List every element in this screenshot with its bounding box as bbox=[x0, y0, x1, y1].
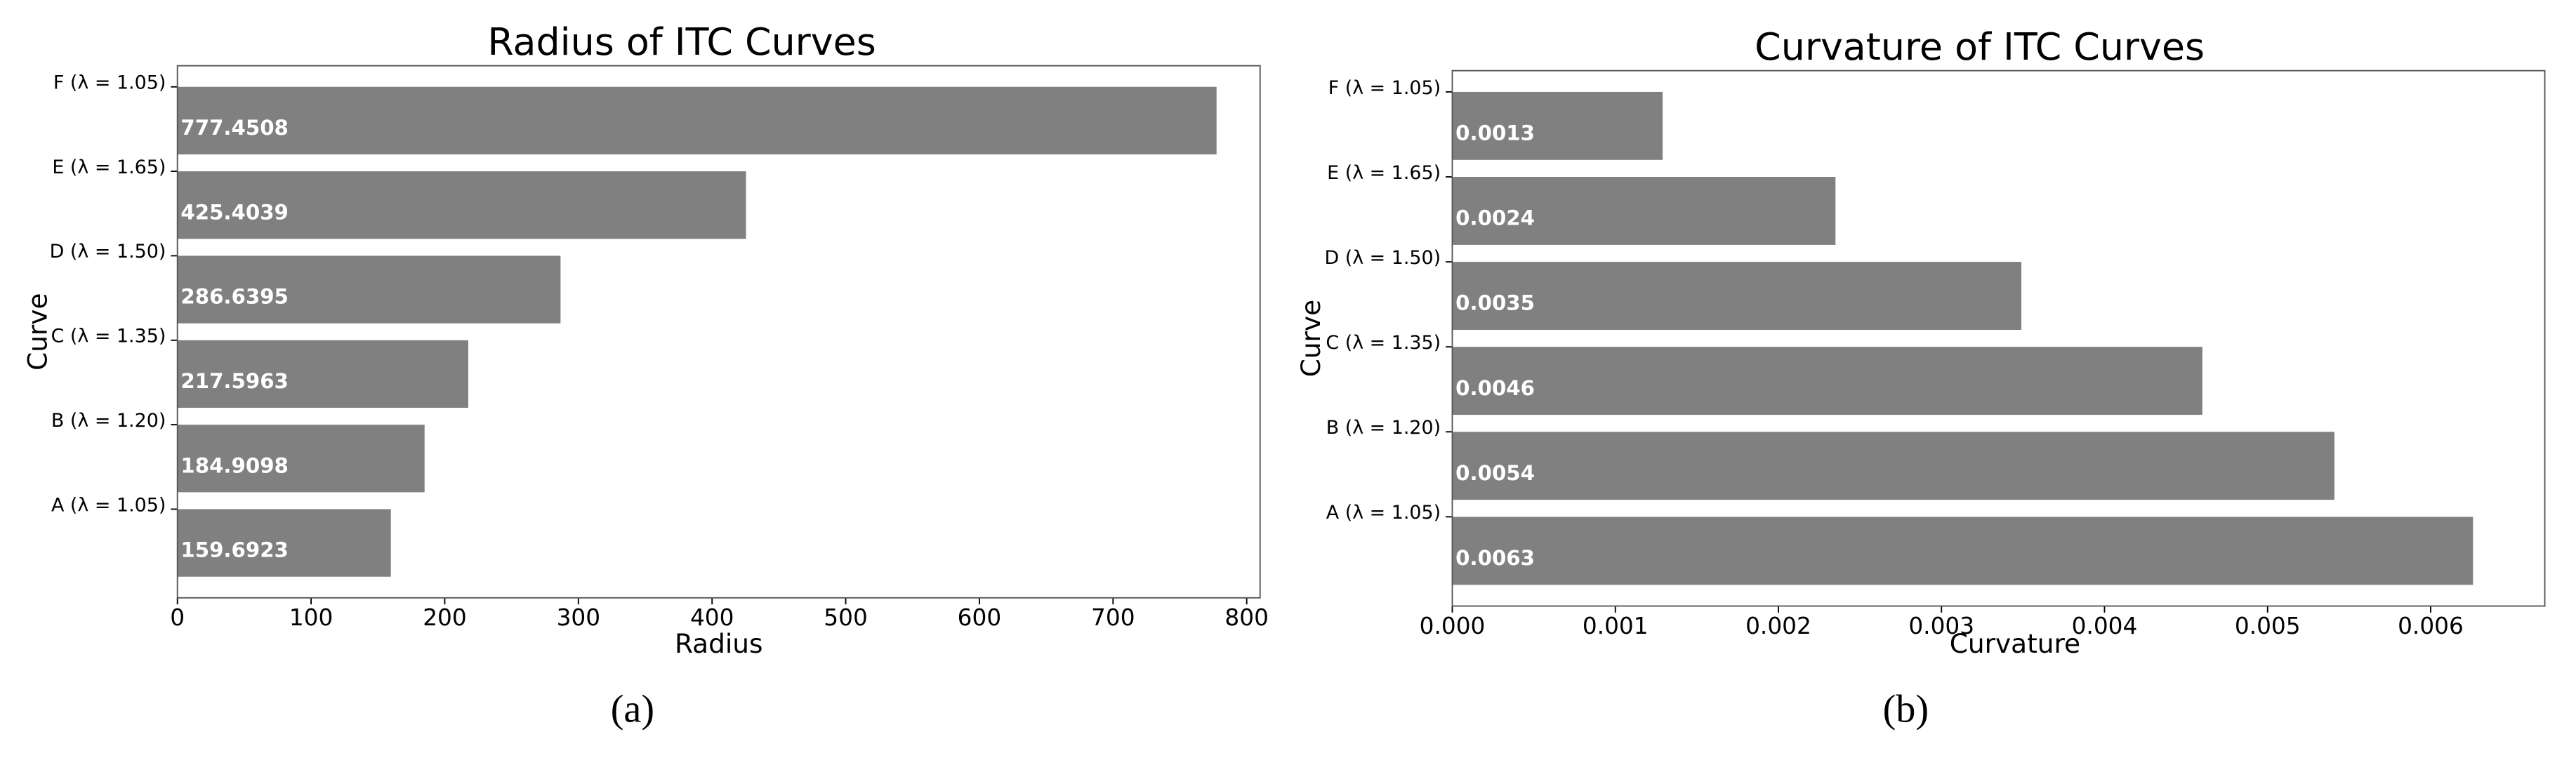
chart-title: Radius of ITC Curves bbox=[487, 20, 876, 64]
value-label: 0.0035 bbox=[1455, 291, 1535, 315]
y-tick-label: D (λ = 1.50) bbox=[1324, 247, 1441, 269]
y-tick-label: F (λ = 1.05) bbox=[53, 72, 166, 94]
bar bbox=[177, 340, 468, 408]
value-label: 217.5963 bbox=[180, 369, 289, 393]
x-tick-label: 400 bbox=[690, 604, 734, 631]
plot-frame bbox=[1451, 69, 2546, 607]
y-tick-label: B (λ = 1.20) bbox=[1326, 417, 1441, 439]
caption: (b) bbox=[1883, 687, 1929, 731]
bar bbox=[177, 86, 1217, 155]
bar bbox=[177, 255, 561, 324]
bar bbox=[1452, 347, 2202, 415]
bar bbox=[1452, 432, 2334, 500]
x-tick-label: 0.005 bbox=[2235, 613, 2301, 639]
value-label: 777.4508 bbox=[180, 116, 289, 140]
x-tick-label: 600 bbox=[958, 604, 1002, 631]
x-tick-label: 200 bbox=[423, 604, 467, 631]
y-axis-label: Curve bbox=[22, 293, 53, 371]
x-tick-label: 0.000 bbox=[1420, 613, 1486, 639]
y-tick-label: E (λ = 1.65) bbox=[1327, 162, 1441, 184]
value-label: 286.6395 bbox=[180, 285, 289, 309]
bar bbox=[1452, 262, 2022, 330]
value-label: 0.0024 bbox=[1455, 206, 1535, 230]
value-label: 0.0046 bbox=[1455, 376, 1535, 400]
y-tick-label: F (λ = 1.05) bbox=[1328, 77, 1441, 99]
value-label: 159.6923 bbox=[180, 538, 289, 562]
x-tick-label: 0 bbox=[170, 604, 185, 631]
value-label: 184.9098 bbox=[180, 453, 289, 477]
y-tick-label: B (λ = 1.20) bbox=[51, 410, 166, 432]
value-label: 0.0063 bbox=[1455, 546, 1535, 570]
y-tick-label: C (λ = 1.35) bbox=[1326, 332, 1441, 354]
value-label: 0.0013 bbox=[1455, 121, 1535, 145]
x-axis-label: Radius bbox=[675, 628, 762, 659]
value-label: 425.4039 bbox=[180, 200, 289, 224]
y-tick-label: A (λ = 1.05) bbox=[1326, 502, 1441, 524]
x-tick-label: 0.006 bbox=[2398, 613, 2464, 639]
x-axis-label: Curvature bbox=[1950, 628, 2080, 659]
x-tick-label: 0.004 bbox=[2072, 613, 2138, 639]
x-tick-label: 100 bbox=[289, 604, 333, 631]
bar bbox=[1452, 517, 2473, 585]
x-tick-label: 700 bbox=[1091, 604, 1135, 631]
bar bbox=[177, 425, 425, 493]
x-tick-label: 0.003 bbox=[1908, 613, 1974, 639]
bar bbox=[1452, 177, 1836, 245]
y-tick-label: C (λ = 1.35) bbox=[51, 326, 166, 347]
x-tick-label: 500 bbox=[824, 604, 868, 631]
caption: (a) bbox=[611, 687, 654, 731]
plot-frame bbox=[176, 65, 1261, 599]
y-tick-label: E (λ = 1.65) bbox=[52, 157, 166, 178]
bar bbox=[177, 509, 391, 577]
chart-title: Curvature of ITC Curves bbox=[1755, 25, 2205, 69]
y-tick-label: D (λ = 1.50) bbox=[50, 241, 166, 262]
value-label: 0.0054 bbox=[1455, 461, 1535, 485]
x-tick-label: 0.002 bbox=[1745, 613, 1811, 639]
x-tick-label: 0.001 bbox=[1583, 613, 1649, 639]
y-tick-label: A (λ = 1.05) bbox=[51, 494, 166, 516]
bar bbox=[1452, 91, 1663, 160]
y-axis-label: Curve bbox=[1295, 300, 1326, 377]
bar bbox=[177, 171, 746, 239]
x-tick-label: 300 bbox=[557, 604, 601, 631]
x-tick-label: 800 bbox=[1224, 604, 1269, 631]
